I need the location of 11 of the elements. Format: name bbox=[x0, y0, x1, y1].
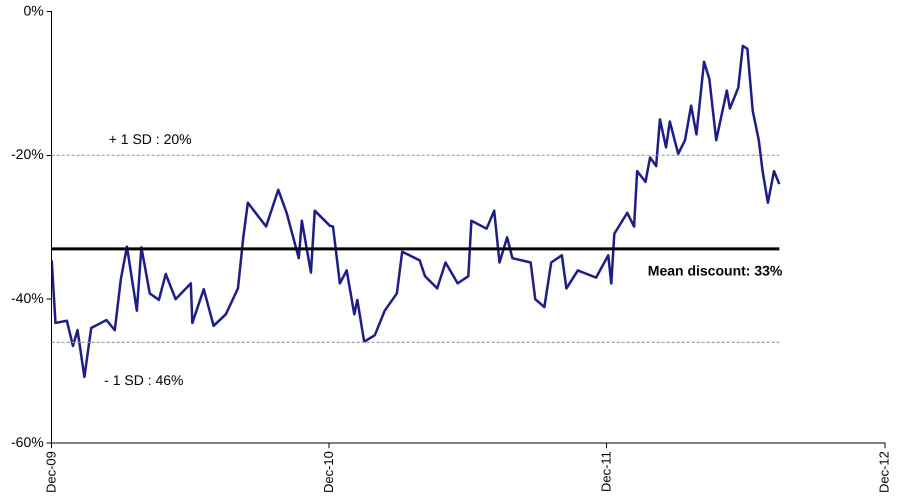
x-tick-label: Dec-10 bbox=[320, 451, 336, 494]
x-tick-label: Dec-12 bbox=[876, 451, 892, 494]
annotation: + 1 SD : 20% bbox=[108, 131, 192, 148]
y-tick-label: -40% bbox=[10, 290, 44, 306]
x-tick-label: Dec-09 bbox=[43, 451, 58, 494]
y-tick-label: -60% bbox=[10, 434, 44, 450]
y-tick-label: 0% bbox=[23, 2, 44, 18]
annotation: - 1 SD : 46% bbox=[104, 372, 184, 388]
y-tick-label: -20% bbox=[10, 146, 44, 162]
annotation: Mean discount: 33% bbox=[648, 262, 783, 279]
x-tick-label: Dec-11 bbox=[598, 451, 614, 492]
